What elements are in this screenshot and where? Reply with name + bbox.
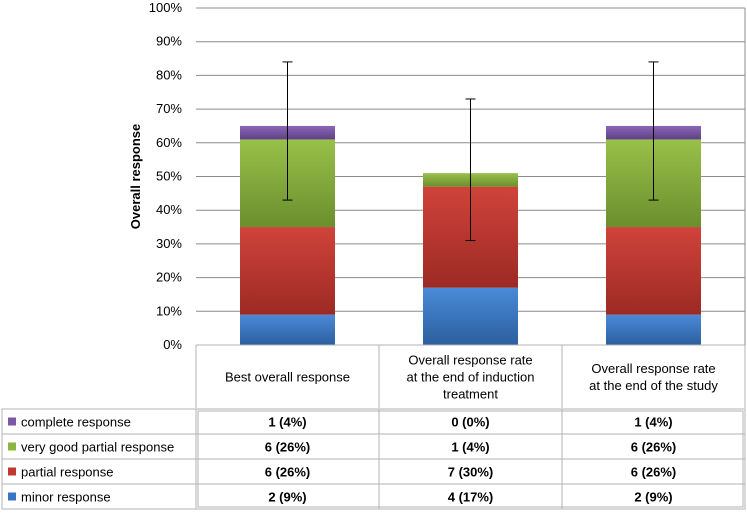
legend-swatch bbox=[8, 467, 16, 476]
legend-swatch bbox=[8, 417, 16, 426]
table-cell: 2 (9%) bbox=[268, 490, 306, 505]
table-cell: 1 (4%) bbox=[451, 440, 489, 455]
x-category-label: Overall response rate bbox=[591, 361, 715, 376]
y-tick-label: 0% bbox=[163, 337, 182, 352]
table-cell: 1 (4%) bbox=[634, 415, 672, 430]
legend-label: very good partial response bbox=[21, 440, 174, 455]
table-cell: 6 (26%) bbox=[265, 440, 311, 455]
x-category-label: at the end of induction bbox=[407, 370, 535, 385]
y-tick-label: 50% bbox=[156, 169, 182, 184]
x-category-label: Best overall response bbox=[225, 370, 350, 385]
x-category-label: Overall response rate bbox=[408, 353, 532, 368]
table-cell: 1 (4%) bbox=[268, 415, 306, 430]
table-cell: 0 (0%) bbox=[451, 415, 489, 430]
legend-label: minor response bbox=[21, 490, 111, 505]
legend-swatch bbox=[8, 442, 16, 451]
y-tick-label: 100% bbox=[149, 0, 183, 15]
table-cell: 6 (26%) bbox=[631, 440, 677, 455]
data-table: Best overall response Overall response ra… bbox=[1, 344, 746, 510]
table-cell: 7 (30%) bbox=[448, 465, 494, 480]
axes: 0% 10% 20% 30% 40% 50% 60% 70% 80% 90% 100% Overall… bbox=[128, 0, 182, 352]
bar-segment-minor-response bbox=[240, 314, 335, 345]
bar-segment-partial-response bbox=[240, 227, 335, 315]
y-axis-label: Overall response bbox=[128, 124, 143, 230]
y-tick-label: 70% bbox=[156, 101, 182, 116]
y-tick-label: 40% bbox=[156, 202, 182, 217]
y-tick-label: 30% bbox=[156, 236, 182, 251]
table-cell: 6 (26%) bbox=[631, 465, 677, 480]
table-cell: 4 (17%) bbox=[448, 490, 494, 505]
legend-swatch bbox=[8, 492, 16, 501]
legend-label: partial response bbox=[21, 465, 114, 480]
y-tick-label: 10% bbox=[156, 303, 182, 318]
bar-segment-partial-response bbox=[606, 227, 701, 315]
error-bars bbox=[282, 61, 659, 242]
y-tick-label: 60% bbox=[156, 135, 182, 150]
table-cell: 6 (26%) bbox=[265, 465, 311, 480]
bar-segment-minor-response bbox=[423, 287, 518, 345]
table-cell: 2 (9%) bbox=[634, 490, 672, 505]
y-tick-label: 80% bbox=[156, 67, 182, 82]
x-category-label: treatment bbox=[443, 387, 498, 402]
y-tick-label: 20% bbox=[156, 270, 182, 285]
legend-label: complete response bbox=[21, 415, 131, 430]
x-category-label: at the end of the study bbox=[589, 378, 718, 393]
bar-segment-minor-response bbox=[606, 314, 701, 345]
y-tick-label: 90% bbox=[156, 34, 182, 49]
